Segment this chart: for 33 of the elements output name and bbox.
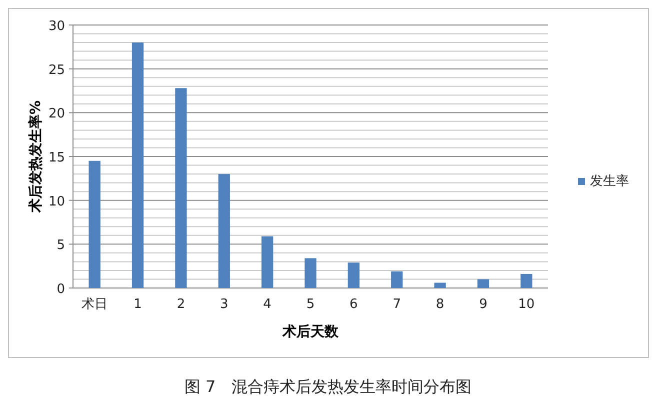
x-tick-label: 10 [518,297,535,312]
x-tick-label: 9 [479,297,488,312]
y-tick-label: 10 [48,194,65,210]
x-tick-label: 5 [306,297,315,312]
bar [391,271,403,288]
bar [88,160,100,288]
y-tick-label: 5 [56,238,65,254]
legend-label: 发生率 [590,173,629,189]
x-tick-label: 3 [220,297,228,312]
x-tick-label: 7 [392,297,402,312]
x-tick-label: 8 [436,297,444,312]
x-tick-label: 1 [134,297,142,312]
x-tick-label: 6 [350,297,358,312]
bar [477,279,490,288]
y-axis-title: 术后发热发生率% [27,100,44,214]
y-tick-label: 0 [56,282,65,297]
y-tick-label: 15 [48,150,65,166]
bar [132,42,144,288]
bar [304,258,316,288]
bar [218,174,230,288]
bar [348,262,360,288]
x-tick-label: 4 [263,297,272,312]
y-tick-label: 20 [48,106,65,122]
x-tick-label: 2 [176,297,186,312]
bar [175,88,187,288]
bar [520,274,532,288]
caption: 图 7 混合痔术后发热发生率时间分布图 [184,377,472,396]
bar [434,282,446,288]
bar [261,236,274,288]
x-tick-label: 术日 [82,297,108,312]
y-tick-label: 30 [48,19,65,34]
x-axis-title: 术后天数 [282,323,340,340]
y-tick-label: 25 [48,62,65,78]
